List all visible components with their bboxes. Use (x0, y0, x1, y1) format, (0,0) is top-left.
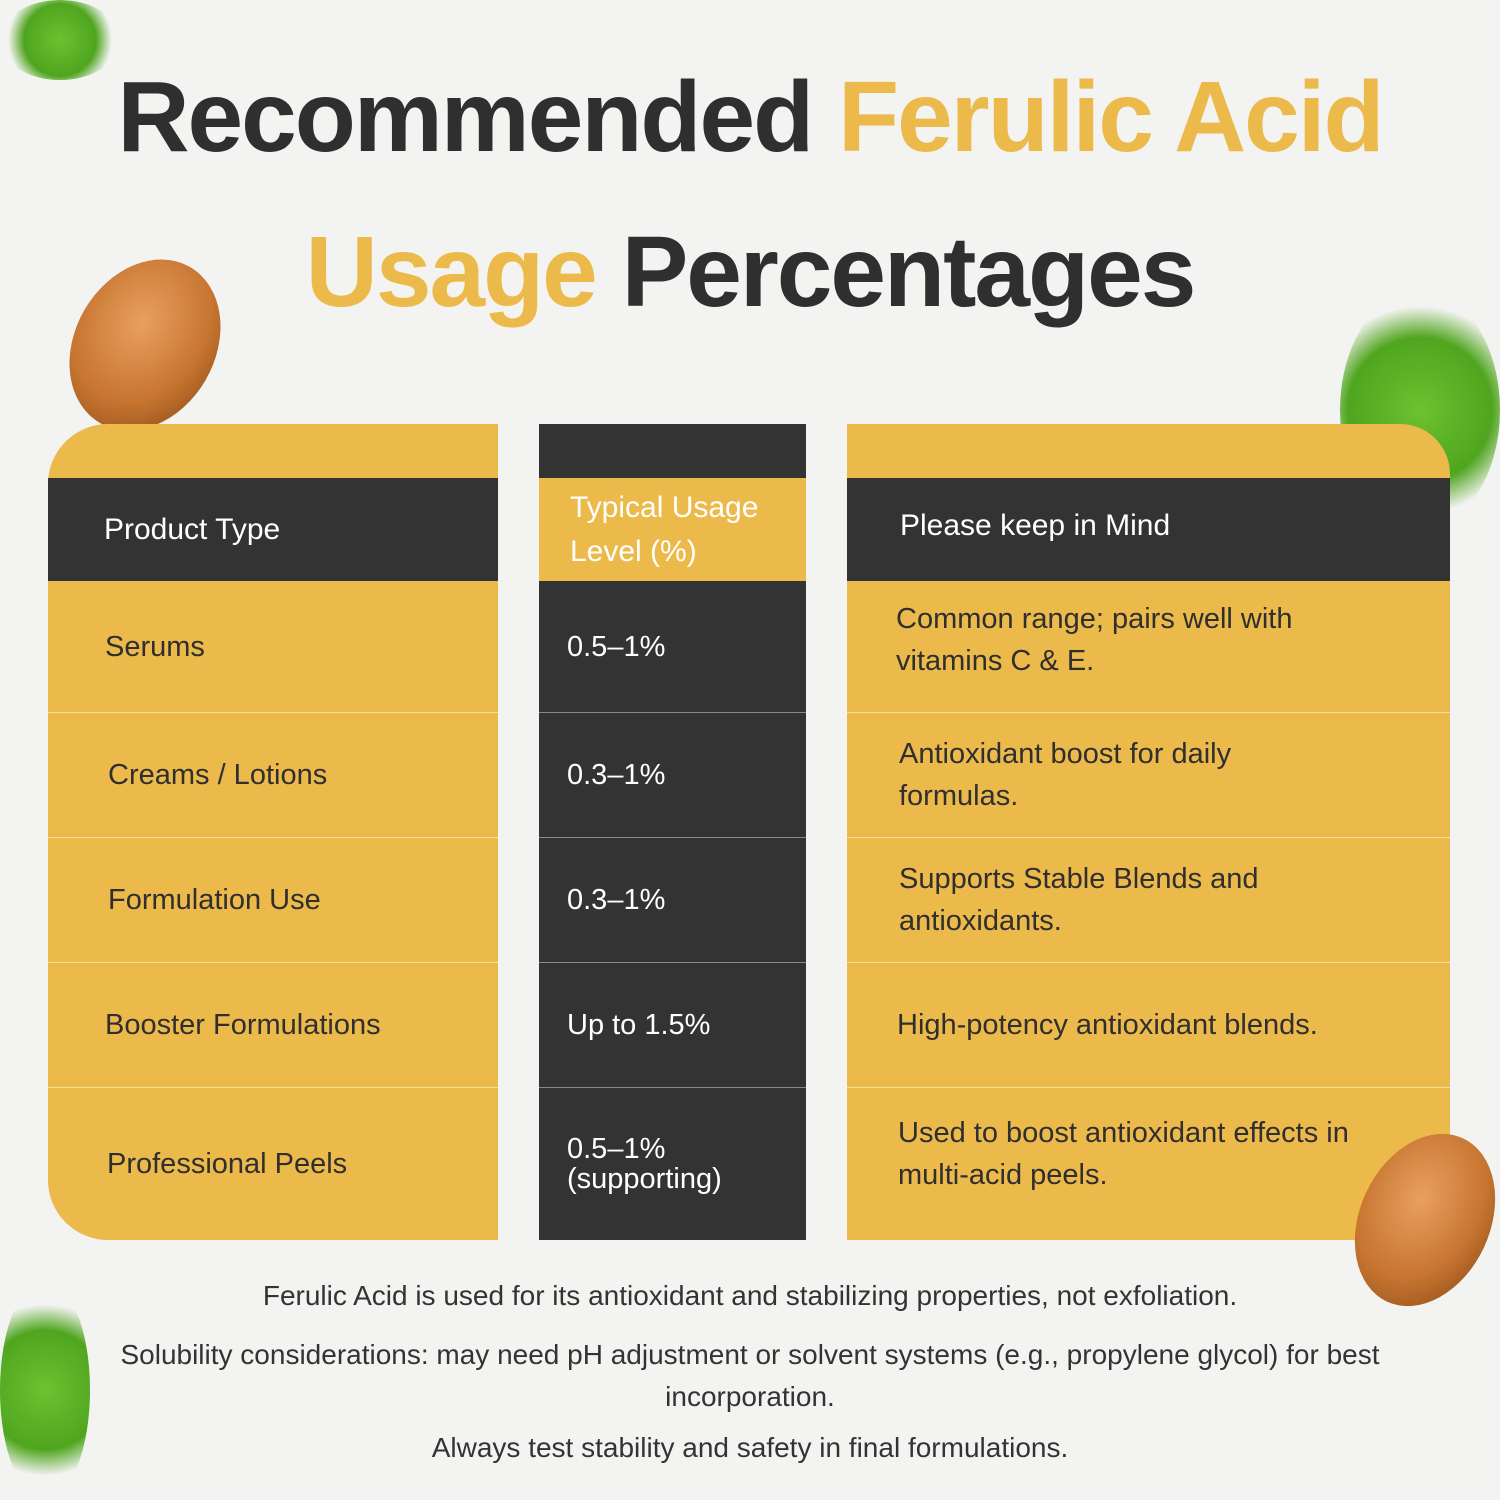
table-cell: Booster Formulations (48, 962, 498, 1087)
footer-note: Ferulic Acid is used for its antioxidant… (262, 1280, 1238, 1311)
page-title-line2: Usage Percentages (0, 215, 1500, 330)
table-cell: Supports Stable Blends and antioxidants. (847, 837, 1450, 962)
table-cell: Creams / Lotions (48, 712, 498, 837)
table-cell: 0.5–1% (567, 630, 666, 663)
title-highlight: Ferulic Acid (837, 61, 1385, 173)
table-cell: High-potency antioxidant blends. (847, 962, 1450, 1087)
table-cell: Antioxidant boost for daily formulas. (847, 712, 1450, 837)
column-header: Product Type (48, 478, 498, 581)
leaf-decoration (0, 1280, 90, 1500)
column-header: Typical Usage Level (%) (539, 478, 806, 581)
table-cell: Formulation Use (48, 837, 498, 962)
title-text: Recommended (117, 61, 838, 173)
table-cell: 0.5–1% (supporting) (539, 1087, 806, 1240)
usage-level-column: Typical Usage Level (%) 0.5–1% 0.3–1% 0.… (539, 424, 806, 1240)
footer-note: Solubility considerations: may need pH a… (120, 1339, 1380, 1412)
table-cell: Common range; pairs well with vitamins C… (896, 602, 1293, 677)
product-type-column: Product Type Serums Creams / Lotions For… (48, 424, 498, 1240)
page-title-line1: Recommended Ferulic Acid (0, 60, 1500, 175)
column-header: Please keep in Mind (847, 478, 1450, 581)
table-cell: Professional Peels (48, 1087, 498, 1240)
title-highlight: Usage (305, 216, 598, 328)
table-cell: Serums (105, 630, 205, 663)
leaf-decoration (0, 0, 120, 80)
table-cell: Used to boost antioxidant effects in mul… (847, 1087, 1450, 1240)
footer-note: Always test stability and safety in fina… (431, 1432, 1069, 1463)
table-cell: 0.3–1% (539, 712, 806, 837)
title-text: Percentages (595, 216, 1197, 328)
table-cell: 0.3–1% (539, 837, 806, 962)
notes-column: Please keep in Mind Common range; pairs … (847, 424, 1450, 1240)
table-cell: Up to 1.5% (539, 962, 806, 1087)
